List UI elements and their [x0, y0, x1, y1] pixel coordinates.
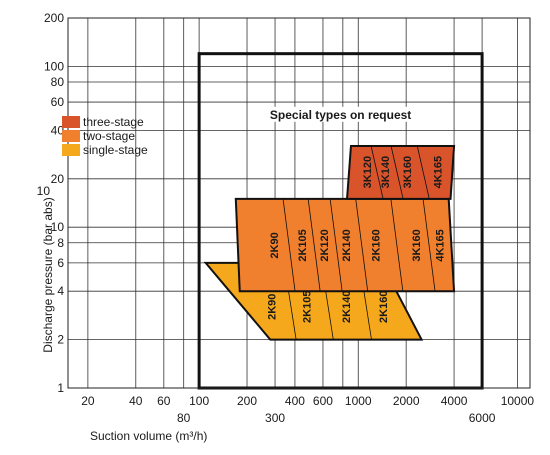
x-tick-label: 1000: [345, 394, 372, 408]
zone-label: 2K140: [341, 291, 353, 323]
stage-regions: 2K90 2K105 2K140 2K160 2K90 2K105 2K120 2K140 2K…: [203, 144, 456, 341]
x-tick-label: 40: [129, 394, 143, 408]
zone-label: 4K165: [435, 229, 447, 261]
zone-label: 3K140: [380, 156, 392, 188]
x-tick-label: 400: [285, 394, 305, 408]
y-axis-title: Discharge pressure (bar abs): [41, 197, 55, 352]
legend-label: single-stage: [83, 143, 148, 157]
zone-label: 2K160: [378, 291, 390, 323]
special-label-bg: [260, 106, 421, 122]
x-tick-label: 300: [265, 411, 285, 425]
legend-label: two-stage: [83, 129, 135, 143]
plot-border: [67, 17, 531, 389]
special-types-label: Special types on request: [270, 108, 411, 122]
x-tick-label: 600: [313, 394, 333, 408]
y-tick-label: 80: [51, 75, 65, 89]
y-tick-label: 200: [44, 11, 64, 25]
x-axis-title: Suction volume (m³/h): [90, 429, 207, 443]
zone-divider: [416, 145, 430, 199]
y-tick-label: 60: [51, 95, 65, 109]
x-tick-label: 6000: [469, 411, 496, 425]
y-tick-label: 10: [51, 220, 65, 234]
y-tick-label: 20: [51, 172, 65, 186]
zone-divider: [329, 198, 343, 292]
zone-divider: [422, 198, 436, 292]
zone-label: 2K90: [267, 294, 279, 320]
y-tick-label: 8: [57, 236, 64, 250]
x-tick-label: 60: [157, 394, 171, 408]
y-tick-label: 6: [57, 256, 64, 270]
legend-swatch: [62, 116, 80, 128]
y-tick-label: 1: [57, 381, 64, 395]
x-tick-label: 4000: [441, 394, 468, 408]
y-tick-label: 4: [57, 284, 64, 298]
zone-divider: [390, 145, 404, 199]
zone-label: 2K105: [301, 291, 313, 323]
zone-label: 3K160: [402, 156, 414, 188]
zone-label: 2K140: [341, 229, 353, 261]
y-tick-label: 10: [37, 184, 51, 198]
x-tick-label: 2000: [393, 394, 420, 408]
legend-swatch: [62, 130, 80, 142]
y-tick-label: 100: [44, 59, 64, 73]
zone-label: 3K160: [411, 229, 423, 261]
zone-divider: [282, 198, 296, 292]
zone-divider: [390, 198, 404, 292]
zone-label: 4K165: [433, 156, 445, 188]
zone-label: 2K120: [319, 229, 331, 261]
x-tick-label: 20: [81, 394, 95, 408]
legend-label: three-stage: [83, 115, 144, 129]
zone-label: 2K160: [370, 229, 382, 261]
zone-label: 3K120: [362, 156, 374, 188]
legend-swatch: [62, 144, 80, 156]
zone-divider: [355, 198, 369, 292]
plot-frame: [67, 17, 531, 389]
zone-label: 2K90: [269, 232, 281, 258]
zone-divider: [370, 145, 384, 199]
x-tick-label: 80: [177, 411, 191, 425]
x-tick-label: 100: [189, 394, 209, 408]
y-tick-label: 2: [57, 333, 64, 347]
y-tick-label: 40: [51, 123, 65, 137]
zone-label: 2K105: [297, 229, 309, 261]
x-tick-label: 10000: [501, 394, 535, 408]
zone-divider: [307, 198, 321, 292]
x-tick-label: 200: [237, 394, 257, 408]
